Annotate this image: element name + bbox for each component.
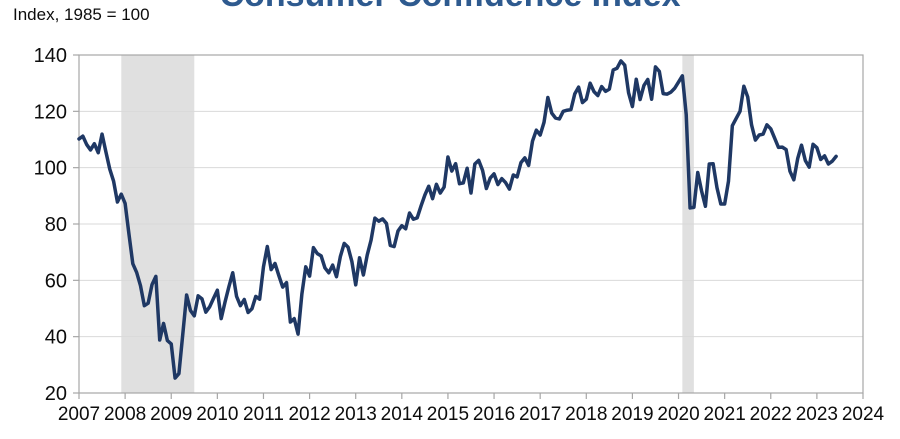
confidence-index-line — [77, 59, 838, 380]
y-tick-label: 120 — [34, 101, 67, 123]
x-tick-label: 2015 — [427, 404, 469, 425]
y-tick-label: 80 — [45, 214, 67, 236]
x-tick-label: 2012 — [288, 404, 330, 425]
x-tick-label: 2018 — [565, 404, 607, 425]
y-tick-label: 60 — [45, 270, 67, 292]
x-tick-label: 2024 — [842, 404, 885, 425]
y-axis-note: Index, 1985 = 100 — [13, 5, 150, 24]
x-tick-label: 2016 — [473, 404, 515, 425]
chart-title-clipped: Consumer Confidence Index — [0, 0, 900, 7]
x-tick-label: 2017 — [519, 404, 561, 425]
x-tick-label: 2019 — [611, 404, 653, 425]
x-tick-label: 2021 — [704, 404, 746, 425]
y-tick-label: 140 — [34, 45, 67, 67]
x-tick-label: 2008 — [104, 404, 146, 425]
x-tick-label: 2020 — [657, 404, 699, 425]
x-tick-label: 2007 — [58, 404, 100, 425]
x-tick-label: 2011 — [243, 404, 284, 425]
x-tick-label: 2009 — [150, 404, 192, 425]
x-tick-label: 2023 — [796, 404, 838, 425]
y-tick-label: 100 — [34, 158, 67, 180]
x-tick-label: 2013 — [335, 404, 377, 425]
x-tick-label: 2022 — [750, 404, 792, 425]
x-tick-label: 2014 — [381, 404, 424, 425]
x-tick-label: 2010 — [196, 404, 238, 425]
y-tick-label: 20 — [45, 383, 67, 405]
chart-title: Consumer Confidence Index — [0, 0, 900, 7]
y-tick-label: 40 — [45, 327, 67, 349]
